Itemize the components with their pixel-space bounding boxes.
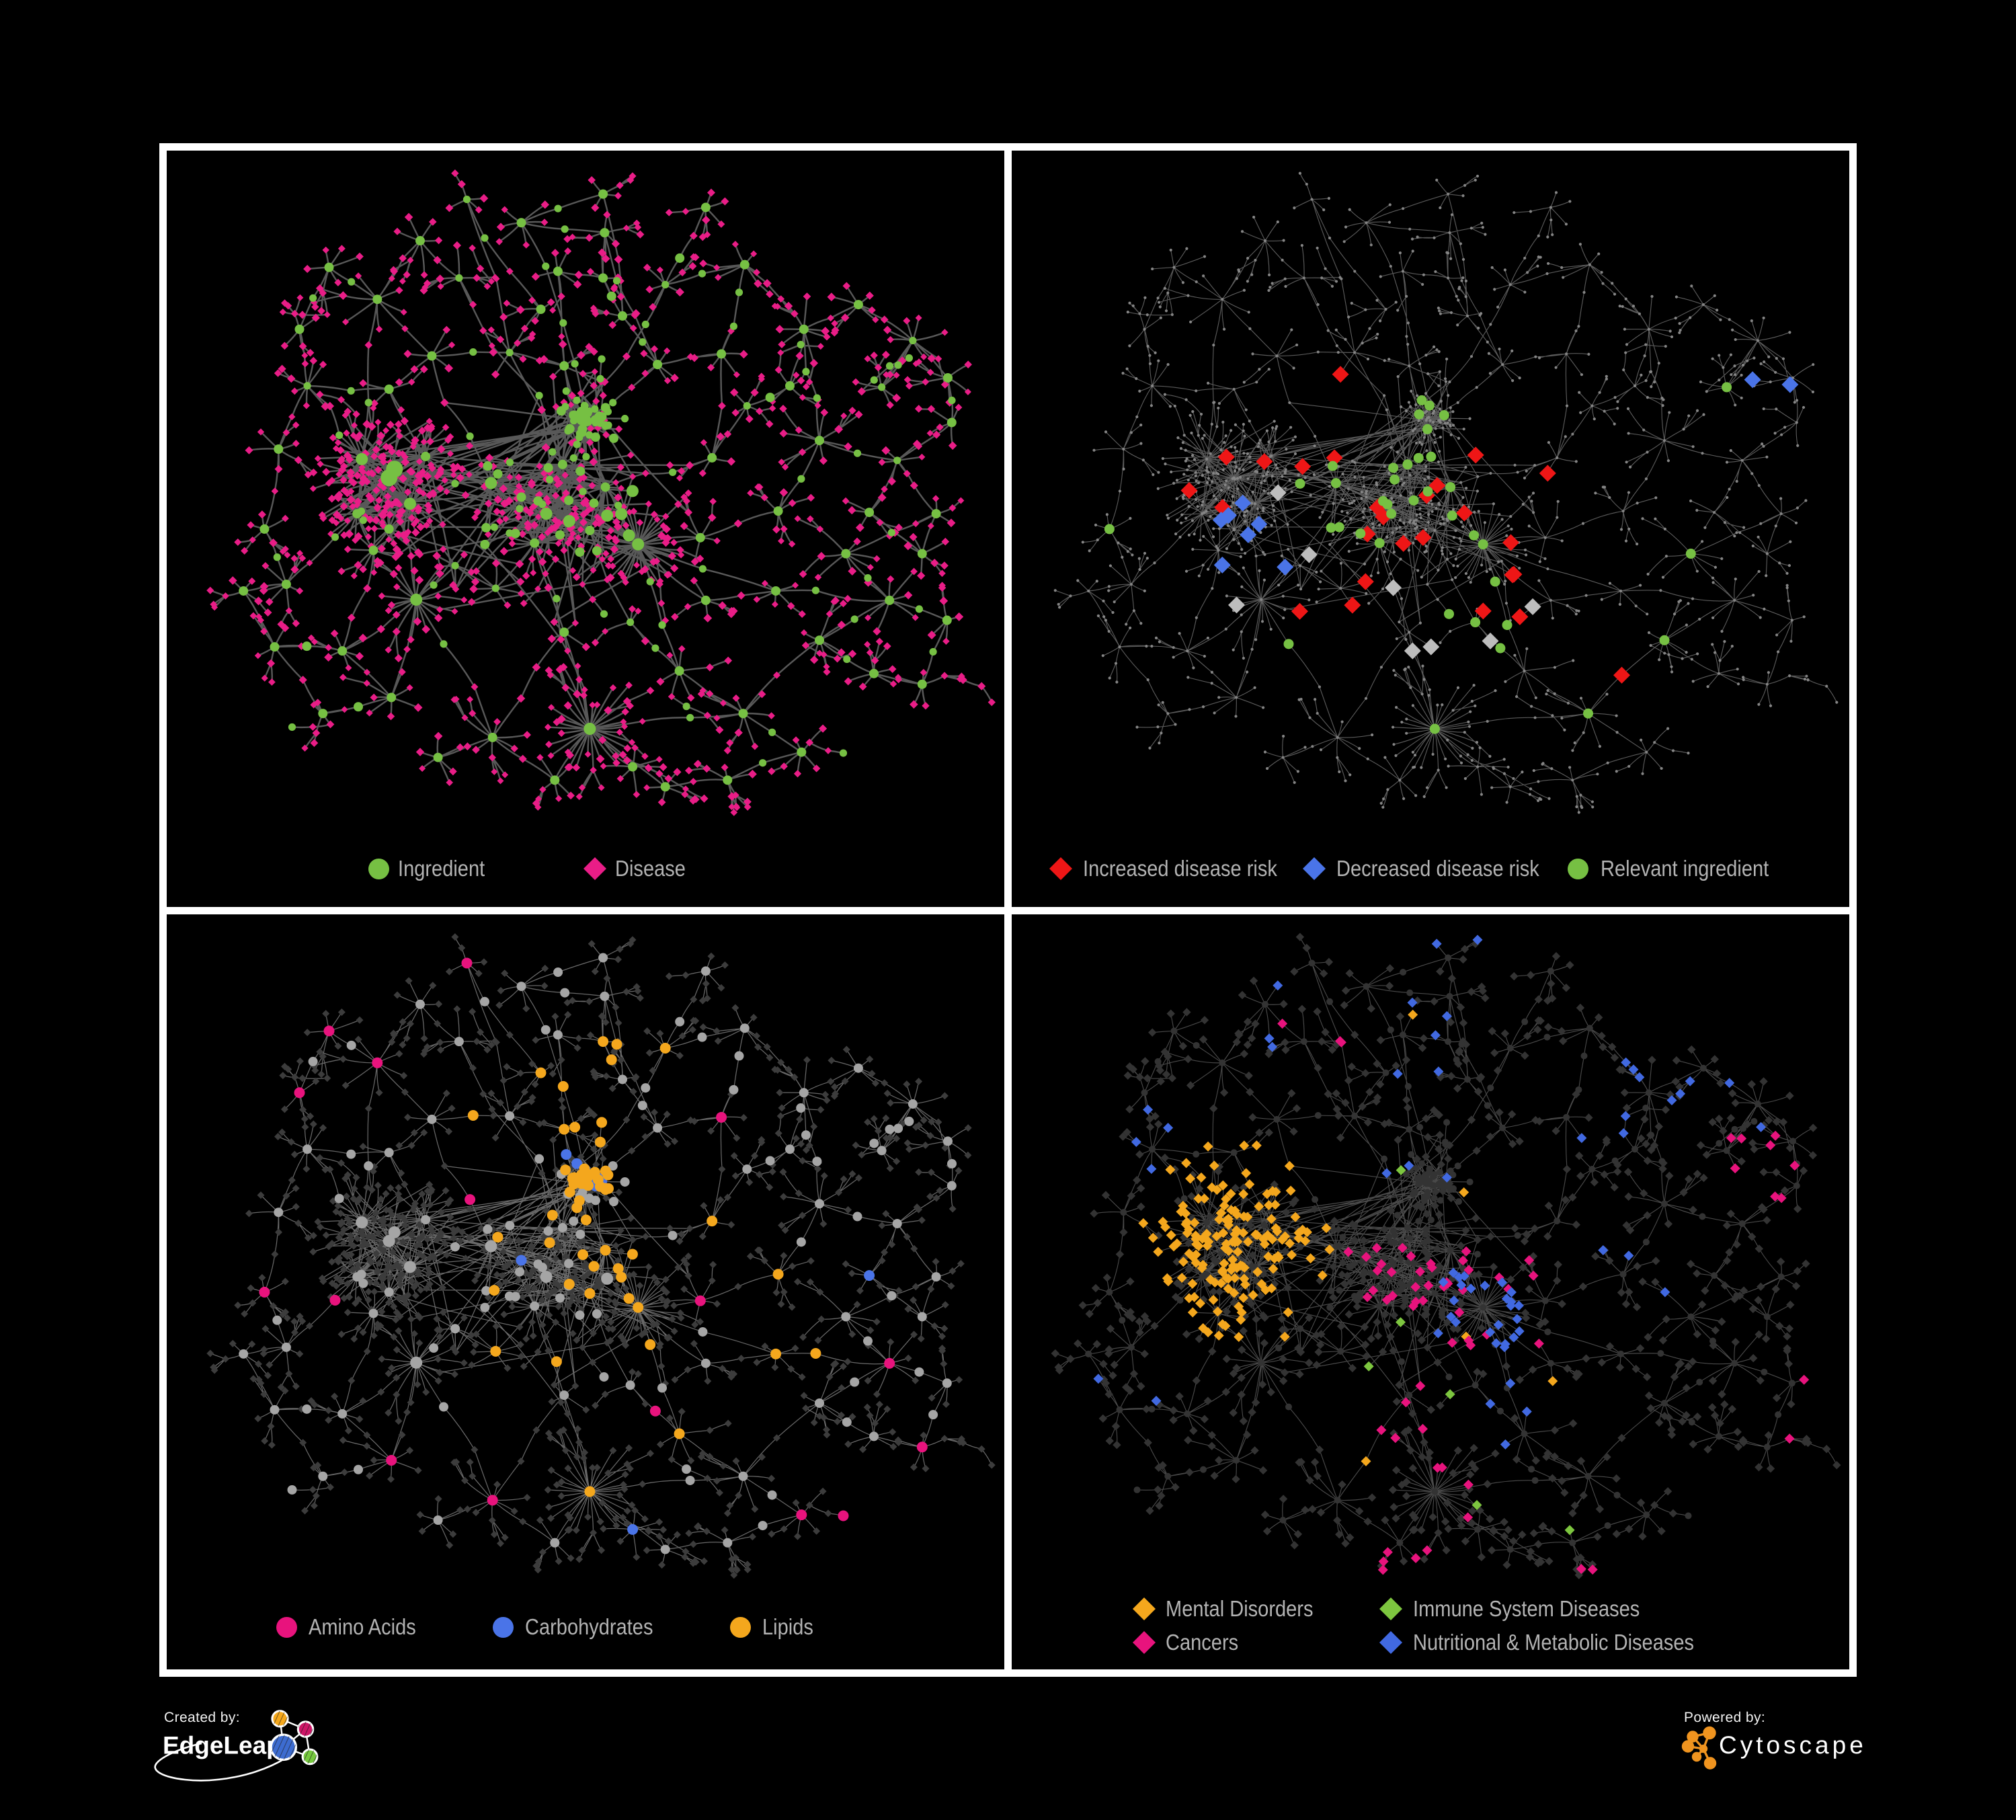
svg-text:Cytoscape: Cytoscape	[1719, 1731, 1867, 1759]
svg-text:EdgeLeap: EdgeLeap	[163, 1732, 282, 1759]
